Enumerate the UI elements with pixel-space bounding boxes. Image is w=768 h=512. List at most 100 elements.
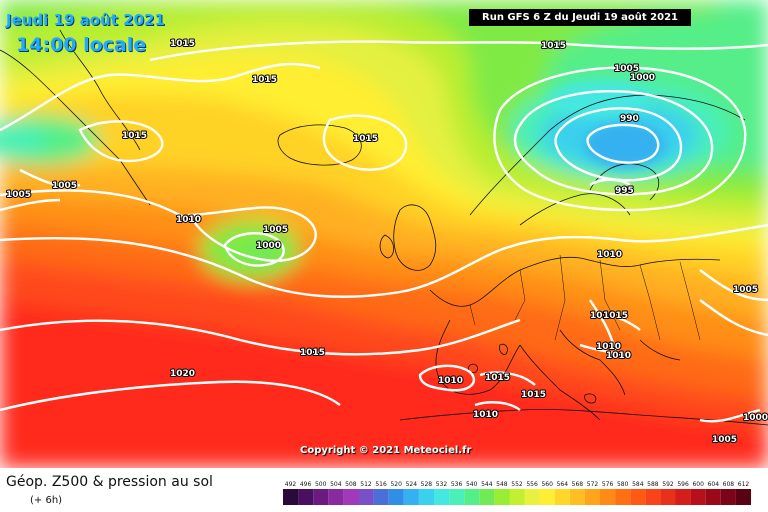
isobar-label: 1015 bbox=[603, 311, 628, 321]
isobar-labels: 1015 1015 1015 1015 1015 1005 1005 1000 … bbox=[5, 38, 768, 446]
legend-value: 492 bbox=[285, 481, 297, 488]
isobar-label: 1005 bbox=[6, 190, 31, 200]
legend-swatch bbox=[569, 489, 585, 505]
isobar-label: 1005 bbox=[733, 285, 758, 295]
isobar-label: 1010 bbox=[606, 351, 631, 361]
british-isles-coast bbox=[379, 204, 437, 271]
legend-swatch bbox=[434, 489, 450, 505]
legend-swatch bbox=[524, 489, 540, 505]
legend-value: 516 bbox=[375, 481, 387, 488]
europe-coast bbox=[429, 256, 721, 421]
isobar-label: 1015 bbox=[485, 373, 510, 383]
legend-value: 612 bbox=[738, 481, 750, 488]
legend-swatch bbox=[449, 489, 465, 505]
coastlines bbox=[0, 29, 768, 426]
legend-swatch bbox=[313, 489, 329, 505]
isobar-label: 1010 bbox=[596, 342, 621, 352]
legend-swatch bbox=[509, 489, 525, 505]
legend-swatch bbox=[705, 489, 721, 505]
legend-swatch bbox=[298, 489, 314, 505]
forecast-time: 14:00 locale bbox=[16, 34, 147, 56]
isobar-label: 1015 bbox=[521, 390, 546, 400]
isobar-label: 1015 bbox=[122, 131, 147, 141]
forecast-date: Jeudi 19 août 2021 bbox=[6, 11, 165, 29]
legend-value: 520 bbox=[390, 481, 402, 488]
isobar-label: 1005 bbox=[712, 435, 737, 445]
isobar-label: 1010 bbox=[438, 376, 463, 386]
legend-swatch bbox=[615, 489, 631, 505]
legend-swatch bbox=[283, 489, 299, 505]
forecast-offset: (+ 6h) bbox=[30, 495, 63, 506]
isobar-label: 1015 bbox=[252, 75, 277, 85]
legend-swatch bbox=[403, 489, 419, 505]
legend-swatch bbox=[479, 489, 495, 505]
legend-swatch bbox=[660, 489, 676, 505]
isobar-label: 1000 bbox=[630, 73, 655, 83]
legend-swatch bbox=[464, 489, 480, 505]
isobar-label: 1005 bbox=[263, 225, 288, 235]
isobar-label: 1005 bbox=[52, 181, 77, 191]
legend-value: 496 bbox=[300, 481, 312, 488]
isobar-label: 1000 bbox=[743, 413, 768, 423]
legend-value: 584 bbox=[632, 481, 644, 488]
isobar-label: 1010 bbox=[590, 311, 615, 321]
legend-value: 572 bbox=[587, 481, 599, 488]
legend-swatch bbox=[735, 489, 751, 505]
legend-value: 600 bbox=[692, 481, 704, 488]
color-legend: 492 496 500 504 508 512 516 520 524 528 532 536 540 5… bbox=[283, 481, 751, 505]
legend-value: 608 bbox=[723, 481, 735, 488]
legend-value: 532 bbox=[436, 481, 448, 488]
legend-value: 592 bbox=[662, 481, 674, 488]
legend-value: 540 bbox=[466, 481, 478, 488]
north-africa-coast bbox=[399, 409, 768, 426]
isobar-label: 1005 bbox=[614, 64, 639, 74]
legend-value: 568 bbox=[572, 481, 584, 488]
legend-swatch bbox=[690, 489, 706, 505]
legend-value: 560 bbox=[541, 481, 553, 488]
legend-swatch bbox=[630, 489, 646, 505]
legend-swatch bbox=[343, 489, 359, 505]
isobar-lines bbox=[0, 40, 768, 423]
legend-swatch bbox=[720, 489, 736, 505]
isobar-label: 1015 bbox=[300, 348, 325, 358]
legend-value: 548 bbox=[496, 481, 508, 488]
legend-value: 528 bbox=[421, 481, 433, 488]
legend-value: 588 bbox=[647, 481, 659, 488]
legend-swatch bbox=[388, 489, 404, 505]
mediterranean-islands bbox=[468, 343, 597, 404]
legend-value: 504 bbox=[330, 481, 342, 488]
isobar-label: 1015 bbox=[541, 41, 566, 51]
legend-swatch bbox=[539, 489, 555, 505]
legend-value: 536 bbox=[451, 481, 463, 488]
legend-value: 500 bbox=[315, 481, 327, 488]
legend-swatch bbox=[373, 489, 389, 505]
legend-swatch bbox=[554, 489, 570, 505]
legend-swatch bbox=[418, 489, 434, 505]
legend-value: 544 bbox=[481, 481, 493, 488]
legend-value: 596 bbox=[677, 481, 689, 488]
legend-value: 576 bbox=[602, 481, 614, 488]
legend-value: 512 bbox=[360, 481, 372, 488]
legend-swatch bbox=[645, 489, 661, 505]
isobar-label: 1010 bbox=[473, 410, 498, 420]
footer: Géop. Z500 & pression au sol (+ 6h) 492 4… bbox=[0, 468, 768, 512]
country-borders bbox=[469, 254, 701, 341]
legend-swatch bbox=[584, 489, 600, 505]
legend-swatch bbox=[494, 489, 510, 505]
legend-value: 552 bbox=[511, 481, 523, 488]
legend-value: 604 bbox=[708, 481, 720, 488]
copyright-notice: Copyright © 2021 Meteociel.fr bbox=[300, 445, 472, 456]
legend-value: 564 bbox=[557, 481, 569, 488]
legend-swatch bbox=[328, 489, 344, 505]
isobar-label: 1020 bbox=[170, 369, 195, 379]
isobar-label: 1010 bbox=[176, 215, 201, 225]
isobar-label: 1010 bbox=[597, 250, 622, 260]
iceland-coast bbox=[277, 124, 362, 166]
chart-title: Géop. Z500 & pression au sol bbox=[6, 474, 213, 490]
legend-swatch bbox=[675, 489, 691, 505]
legend-swatch bbox=[358, 489, 374, 505]
legend-value: 580 bbox=[617, 481, 629, 488]
isobar-label: 1000 bbox=[256, 241, 281, 251]
legend-value: 556 bbox=[526, 481, 538, 488]
isobar-label: 990 bbox=[620, 114, 639, 124]
